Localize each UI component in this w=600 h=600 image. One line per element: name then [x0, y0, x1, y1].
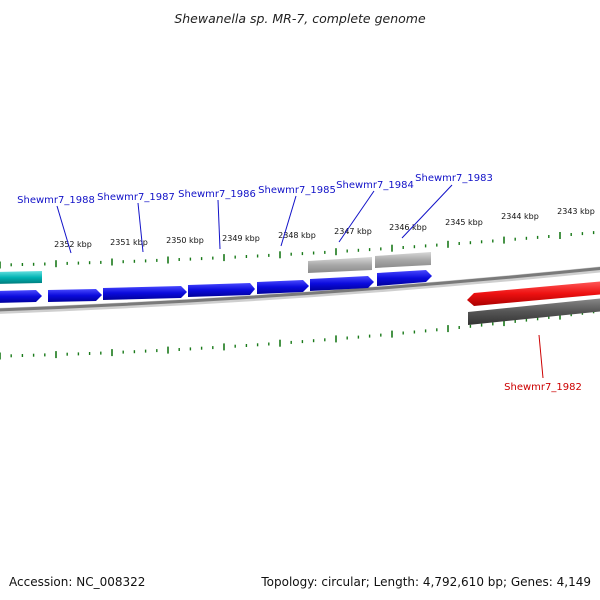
rna-feature[interactable] — [0, 271, 42, 284]
gene-feature-1988[interactable] — [48, 289, 102, 302]
pseudo-feature-1983[interactable] — [375, 252, 431, 268]
gene-feature-1985[interactable] — [257, 280, 309, 294]
genome-backbone — [0, 266, 600, 312]
gene-label-1988[interactable]: Shewmr7_1988 — [17, 195, 95, 206]
scale-tick-label: 2345 kbp — [445, 218, 483, 227]
label-leader-line — [338, 190, 375, 243]
scale-tick-label: 2351 kbp — [110, 238, 148, 247]
gene-labels: Shewmr7_1988 Shewmr7_1987 Shewmr7_1986 S… — [17, 173, 582, 393]
forward-strand-features — [0, 252, 432, 303]
scale-labels: 2352 kbp 2351 kbp 2350 kbp 2349 kbp 2348… — [54, 207, 595, 249]
scale-tick-label: 2347 kbp — [334, 227, 372, 236]
genome-summary-text: Topology: circular; Length: 4,792,610 bp… — [260, 575, 591, 589]
other-feature-1982[interactable] — [468, 298, 600, 325]
scale-tick-label: 2352 kbp — [54, 240, 92, 249]
scale-tick-label: 2350 kbp — [166, 236, 204, 245]
gene-label-1983[interactable]: Shewmr7_1983 — [415, 173, 493, 184]
label-leader-line — [217, 199, 221, 250]
scale-tick-label: 2343 kbp — [557, 207, 595, 216]
gene-feature-1983[interactable] — [377, 270, 432, 286]
pseudo-feature-1984[interactable] — [308, 257, 372, 273]
scale-tick-label: 2348 kbp — [278, 231, 316, 240]
gene-feature-1982[interactable] — [467, 281, 600, 306]
gene-label-1985[interactable]: Shewmr7_1985 — [258, 185, 336, 196]
gene-feature-1989[interactable] — [0, 290, 42, 303]
gene-label-1986[interactable]: Shewmr7_1986 — [178, 189, 256, 200]
label-leader-line — [137, 202, 144, 253]
label-leader-line — [280, 195, 297, 247]
gene-feature-1986[interactable] — [188, 283, 255, 297]
accession-text: Accession: NC_008322 — [9, 575, 145, 589]
outer-tick-ring — [0, 231, 595, 269]
label-leader-line — [56, 205, 72, 254]
gene-feature-1984[interactable] — [310, 276, 374, 291]
reverse-strand-features — [467, 281, 600, 325]
gene-label-1984[interactable]: Shewmr7_1984 — [336, 180, 414, 191]
gene-feature-1987[interactable] — [103, 286, 187, 300]
map-title: Shewanella sp. MR-7, complete genome — [174, 11, 426, 26]
gene-label-1982[interactable]: Shewmr7_1982 — [504, 382, 582, 393]
scale-tick-label: 2349 kbp — [222, 234, 260, 243]
scale-tick-label: 2344 kbp — [501, 212, 539, 221]
label-leader-line — [401, 184, 453, 239]
gene-label-1987[interactable]: Shewmr7_1987 — [97, 192, 175, 203]
label-leader-line — [538, 334, 544, 379]
scale-tick-label: 2346 kbp — [389, 223, 427, 232]
